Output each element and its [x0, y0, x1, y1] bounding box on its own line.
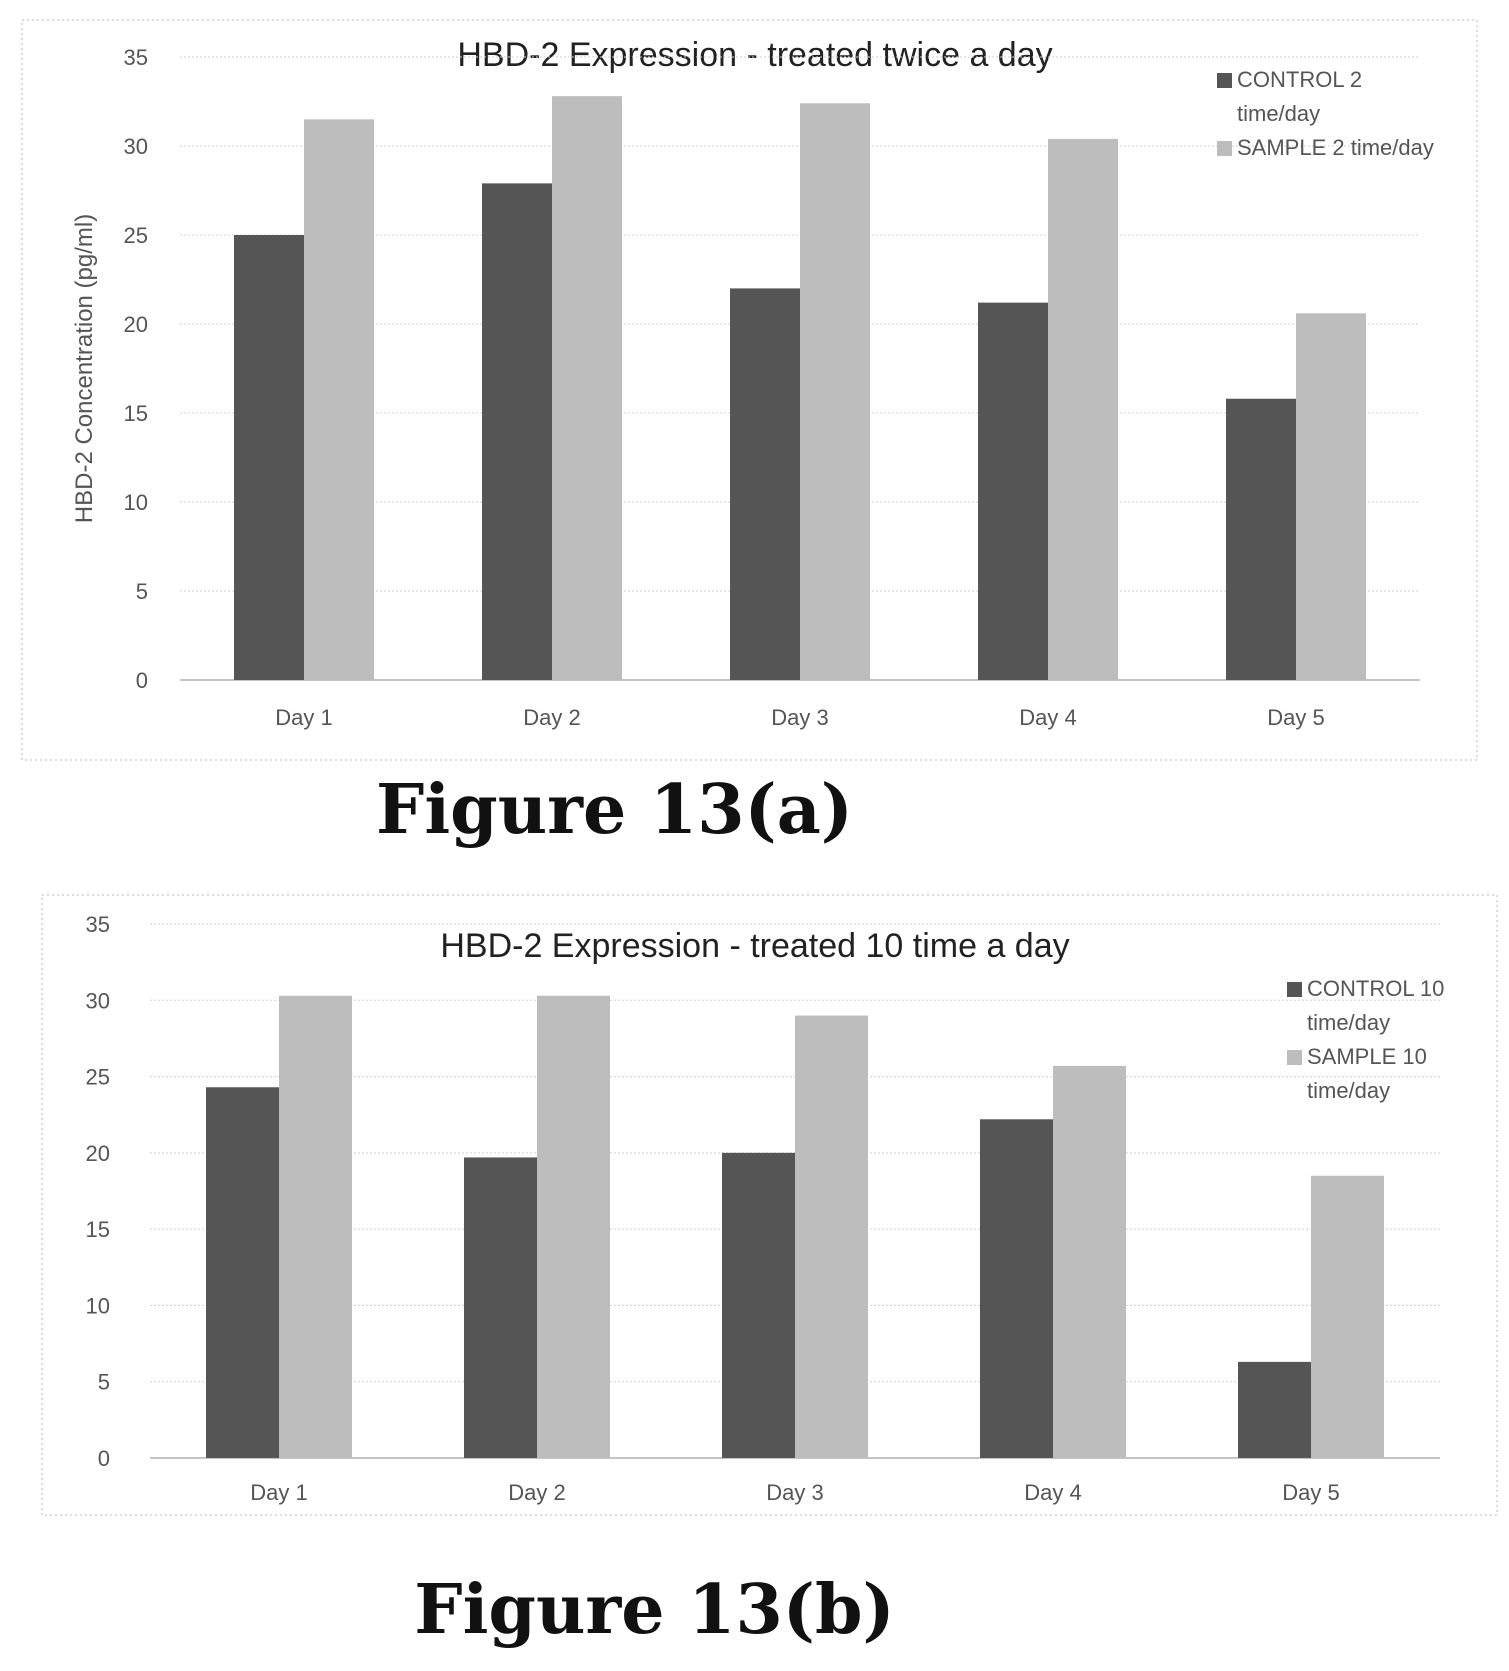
chart-a-y-tick-label: 5 — [136, 579, 148, 604]
chart-a-bar-sample — [1048, 138, 1118, 680]
chart-a-x-tick-label: Day 3 — [771, 705, 828, 730]
chart-a-bar-sample — [304, 119, 374, 681]
chart-b-bar-control — [980, 1119, 1053, 1458]
chart-a-bar-sample — [552, 96, 622, 680]
chart-a-y-tick-label: 0 — [136, 668, 148, 693]
chart-a-frame — [21, 19, 1478, 761]
chart-b-bar-control — [722, 1152, 795, 1458]
chart-a-x-tick-label: Day 2 — [523, 705, 580, 730]
chart-b-y-tick-label: 25 — [86, 1065, 110, 1090]
chart-a-y-tick-label: 20 — [124, 312, 148, 337]
chart-b-title: HBD-2 Expression - treated 10 time a day — [440, 927, 1069, 965]
chart-b-bar-sample — [1053, 1065, 1126, 1458]
chart-b-y-tick-label: 30 — [86, 988, 110, 1013]
chart-b-y-tick-label: 10 — [86, 1293, 110, 1318]
chart-a-bar-control — [482, 183, 552, 680]
chart-b-frame — [41, 894, 1498, 1516]
chart-a-legend-label: SAMPLE 2 time/day — [1237, 135, 1434, 160]
chart-b-x-tick-label: Day 3 — [766, 1480, 823, 1505]
chart-a-bar-sample — [1296, 313, 1366, 680]
chart-b-y-tick-label: 20 — [86, 1141, 110, 1166]
chart-a-y-tick-label: 15 — [124, 401, 148, 426]
chart-b-legend-label: time/day — [1307, 1010, 1390, 1035]
chart-b-legend-swatch — [1287, 1050, 1302, 1065]
chart-b-legend-swatch — [1287, 982, 1302, 997]
chart-a-bar-control — [978, 302, 1048, 680]
chart-b-legend-label: CONTROL 10 — [1307, 976, 1444, 1001]
chart-b-x-tick-label: Day 1 — [250, 1480, 307, 1505]
chart-b-y-tick-label: 5 — [98, 1370, 110, 1395]
chart-a-legend-label: CONTROL 2 — [1237, 67, 1362, 92]
chart-a-legend-swatch — [1217, 73, 1232, 88]
chart-b-x-tick-label: Day 5 — [1282, 1480, 1339, 1505]
chart-a-y-tick-label: 30 — [124, 134, 148, 159]
chart-b-bar-sample — [279, 995, 352, 1458]
chart-a-x-tick-label: Day 4 — [1019, 705, 1076, 730]
figure-caption-b: Figure 13(b) — [414, 1570, 895, 1650]
chart-a-y-tick-label: 35 — [124, 45, 148, 70]
chart-a-y-tick-label: 10 — [124, 490, 148, 515]
chart-b-legend-label: SAMPLE 10 — [1307, 1044, 1427, 1069]
chart-a-bar-control — [234, 235, 304, 680]
chart-b-bar-control — [1238, 1361, 1311, 1458]
chart-b-bar-sample — [1311, 1175, 1384, 1458]
chart-panel-a: HBD-2 Expression - treated twice a day 0 5… — [0, 0, 1509, 770]
chart-a-y-axis-label: HBD-2 Concentration (pg/ml) — [71, 214, 98, 523]
chart-b-bar-sample — [537, 995, 610, 1458]
chart-a-y-tick-label: 25 — [124, 223, 148, 248]
chart-b-y-tick-label: 15 — [86, 1217, 110, 1242]
chart-b-x-tick-label: Day 2 — [508, 1480, 565, 1505]
chart-a-title: HBD-2 Expression - treated twice a day — [457, 36, 1052, 74]
chart-b-bar-sample — [795, 1015, 868, 1458]
chart-panel-b: HBD-2 Expression - treated 10 time a day… — [0, 890, 1509, 1520]
chart-a-legend-label: time/day — [1237, 101, 1320, 126]
chart-a-x-tick-label: Day 5 — [1267, 705, 1324, 730]
chart-a-x-tick-label: Day 1 — [275, 705, 332, 730]
chart-b-y-tick-label: 35 — [86, 912, 110, 937]
chart-a-bar-sample — [800, 103, 870, 680]
chart-a-bar-control — [730, 288, 800, 680]
chart-a-legend-swatch — [1217, 141, 1232, 156]
chart-a: HBD-2 Expression - treated twice a day 0 5… — [21, 19, 1478, 761]
chart-b-bar-control — [464, 1157, 537, 1458]
chart-b-bar-control — [206, 1087, 279, 1458]
figure-caption-a: Figure 13(a) — [376, 770, 853, 850]
chart-b-x-tick-label: Day 4 — [1024, 1480, 1081, 1505]
chart-b-y-tick-label: 0 — [98, 1446, 110, 1471]
chart-a-bar-control — [1226, 398, 1296, 680]
chart-b-legend-label: time/day — [1307, 1078, 1390, 1103]
chart-b: HBD-2 Expression - treated 10 time a day… — [41, 894, 1498, 1516]
